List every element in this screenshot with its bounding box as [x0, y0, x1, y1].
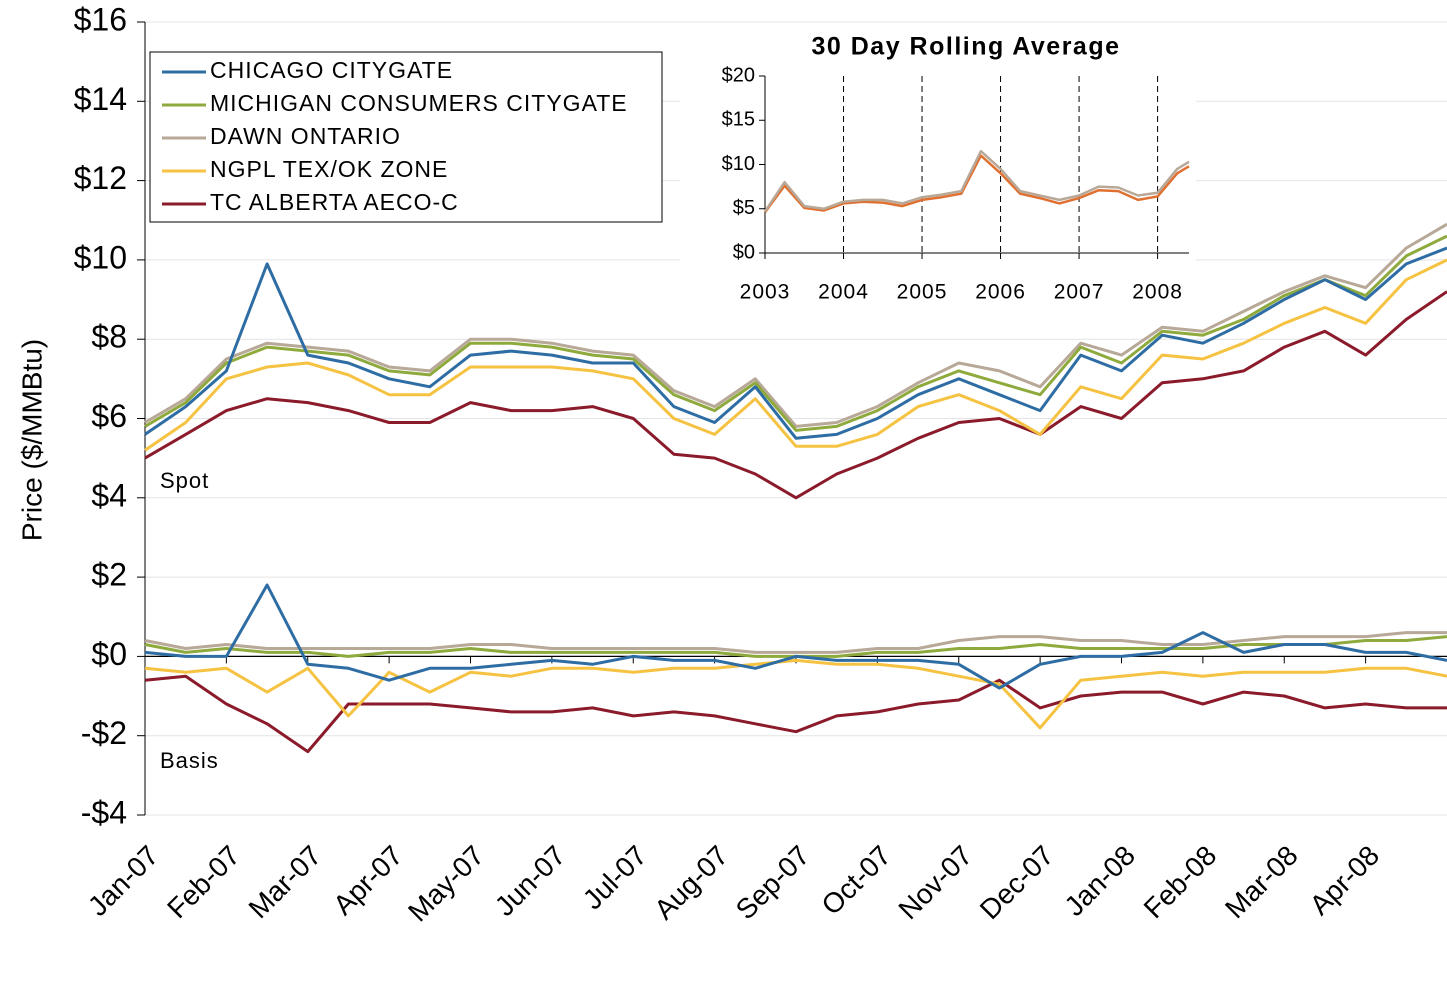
- inset-y-tick-label: $0: [733, 241, 755, 263]
- legend-label: TC ALBERTA AECO-C: [210, 189, 459, 215]
- inset-x-tick-label: 2007: [1054, 281, 1105, 304]
- y-tick-label: $2: [91, 557, 127, 593]
- legend-label: MICHIGAN CONSUMERS CITYGATE: [210, 90, 628, 116]
- x-tick-label: Aug-07: [648, 840, 734, 926]
- legend-label: DAWN ONTARIO: [210, 123, 401, 149]
- x-tick-label: May-07: [402, 840, 490, 928]
- inset-x-tick-label: 2004: [818, 281, 869, 304]
- y-tick-label: $10: [74, 239, 127, 275]
- spot-line: [144, 222, 1447, 428]
- inset-y-tick-label: $10: [722, 153, 755, 175]
- inset-y-tick-label: $20: [722, 64, 755, 86]
- spot-line: [144, 246, 1447, 440]
- x-tick-label: Oct-07: [816, 840, 897, 921]
- inset-line: [763, 149, 1190, 213]
- basis-line: [144, 674, 1447, 754]
- y-tick-label: $0: [91, 636, 127, 672]
- basis-line: [144, 583, 1447, 690]
- y-tick-label: $12: [74, 160, 127, 196]
- x-tick-label: Dec-07: [974, 840, 1060, 926]
- x-tick-label: Nov-07: [892, 840, 978, 926]
- inset-y-tick-label: $5: [733, 197, 755, 219]
- inset-x-tick-label: 2005: [897, 281, 948, 304]
- annotation: Basis: [160, 748, 219, 773]
- inset-x-tick-label: 2006: [975, 281, 1026, 304]
- x-tick-label: Apr-07: [327, 840, 408, 921]
- x-tick-label: Feb-07: [161, 840, 246, 925]
- y-tick-label: $8: [91, 319, 127, 355]
- y-axis-label: Price ($/MMBtu): [16, 339, 47, 541]
- x-tick-label: Jan-07: [82, 840, 164, 922]
- inset-title: 30 Day Rolling Average: [811, 33, 1120, 61]
- x-tick-label: Jul-07: [577, 840, 653, 916]
- y-tick-label: -$2: [81, 715, 127, 751]
- x-tick-label: Sep-07: [730, 840, 816, 926]
- y-tick-label: $6: [91, 398, 127, 434]
- y-tick-label: $16: [74, 1, 127, 37]
- annotation: Spot: [160, 468, 209, 493]
- x-tick-label: Jan-08: [1059, 840, 1141, 922]
- inset-y-tick-label: $15: [722, 109, 755, 131]
- y-tick-label: $14: [74, 81, 127, 117]
- basis-line: [144, 631, 1447, 654]
- y-tick-label: $4: [91, 477, 127, 513]
- legend-label: NGPL TEX/OK ZONE: [210, 156, 448, 182]
- basis-line: [144, 658, 1447, 730]
- inset-x-tick-label: 2008: [1132, 281, 1183, 304]
- spot-line: [144, 258, 1447, 452]
- inset-background: [680, 28, 1196, 310]
- x-tick-label: Jun-07: [489, 840, 571, 922]
- spot-line: [144, 290, 1447, 500]
- legend-label: CHICAGO CITYGATE: [210, 57, 453, 83]
- inset-x-tick-label: 2003: [740, 281, 791, 304]
- x-tick-label: Feb-08: [1138, 840, 1223, 925]
- x-tick-label: Apr-08: [1304, 840, 1385, 921]
- inset-line: [763, 154, 1190, 214]
- x-tick-label: Mar-08: [1219, 840, 1304, 925]
- spot-line: [144, 234, 1447, 432]
- legend-box: [149, 51, 663, 223]
- y-tick-label: -$4: [81, 794, 127, 830]
- x-tick-label: Mar-07: [243, 840, 328, 925]
